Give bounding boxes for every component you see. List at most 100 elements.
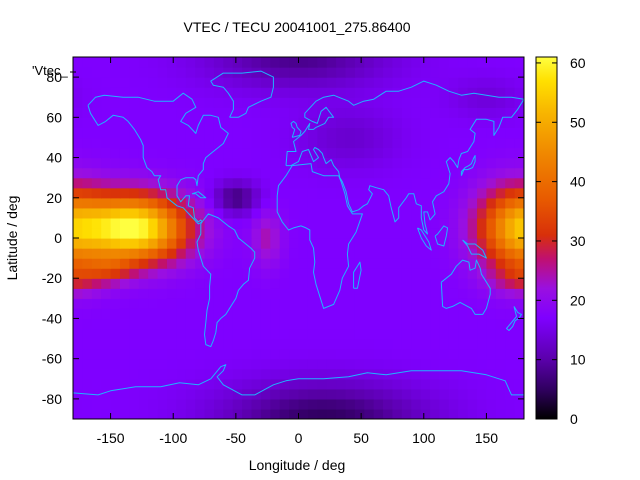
- heatmap-cell: [157, 197, 168, 209]
- heatmap-cell: [119, 298, 130, 309]
- heatmap-cell: [148, 87, 159, 98]
- heatmap-cell: [505, 227, 516, 239]
- heatmap-cell: [176, 368, 187, 380]
- heatmap-cell: [345, 278, 356, 289]
- heatmap-cell: [477, 57, 488, 68]
- heatmap-cell: [251, 97, 262, 108]
- heatmap-cell: [138, 177, 149, 189]
- heatmap-cell: [157, 87, 168, 98]
- heatmap-cell: [270, 298, 281, 309]
- heatmap-cell: [505, 308, 516, 320]
- heatmap-cell: [119, 127, 130, 139]
- heatmap-cell: [420, 268, 431, 279]
- heatmap-cell: [213, 348, 224, 360]
- heatmap-cell: [166, 398, 177, 410]
- heatmap-cell: [270, 268, 281, 279]
- heatmap-cell: [185, 127, 196, 139]
- heatmap-cell: [458, 187, 469, 199]
- heatmap-cell: [185, 338, 196, 350]
- heatmap-cell: [119, 147, 130, 159]
- heatmap-cell: [401, 358, 412, 370]
- heatmap-cell: [477, 167, 488, 179]
- heatmap-cell: [495, 67, 506, 78]
- heatmap-cell: [129, 368, 140, 380]
- heatmap-cell: [439, 348, 450, 360]
- heatmap-cell: [326, 227, 337, 239]
- heatmap-cell: [495, 288, 506, 299]
- heatmap-cell: [392, 117, 403, 128]
- heatmap-cell: [383, 278, 394, 289]
- heatmap-cell: [383, 147, 394, 159]
- x-tick-label: 150: [475, 430, 499, 446]
- heatmap-cell: [467, 308, 478, 320]
- heatmap-cell: [101, 408, 112, 419]
- x-tick-label: -150: [97, 430, 125, 446]
- heatmap-cell: [336, 197, 347, 209]
- heatmap-cell: [260, 187, 271, 199]
- heatmap-cell: [119, 87, 130, 98]
- heatmap-cell: [166, 348, 177, 360]
- heatmap-cell: [204, 368, 215, 380]
- heatmap-cell: [411, 97, 422, 108]
- heatmap-cell: [336, 248, 347, 259]
- heatmap-cell: [195, 147, 206, 159]
- heatmap-cell: [213, 258, 224, 269]
- heatmap-cell: [138, 67, 149, 78]
- heatmap-cell: [411, 258, 422, 269]
- heatmap-cell: [129, 147, 140, 159]
- heatmap-cell: [185, 408, 196, 419]
- heatmap-cell: [514, 217, 524, 229]
- x-tick-label: -100: [159, 430, 187, 446]
- heatmap-cell: [204, 408, 215, 419]
- heatmap-cell: [82, 318, 93, 330]
- heatmap-cell: [354, 127, 365, 139]
- heatmap-cell: [289, 348, 300, 360]
- heatmap-cell: [514, 177, 524, 189]
- heatmap-cell: [439, 197, 450, 209]
- heatmap-cell: [138, 127, 149, 139]
- heatmap-cell: [242, 248, 253, 259]
- heatmap-cell: [430, 388, 441, 400]
- heatmap-cell: [279, 207, 290, 219]
- heatmap-cell: [307, 338, 318, 350]
- heatmap-cell: [430, 217, 441, 229]
- heatmap-cell: [514, 107, 524, 118]
- heatmap-cell: [91, 187, 102, 199]
- heatmap-cell: [195, 348, 206, 360]
- heatmap-cell: [260, 177, 271, 189]
- heatmap-cell: [260, 167, 271, 179]
- heatmap-cell: [119, 167, 130, 179]
- heatmap-cell: [176, 348, 187, 360]
- heatmap-cell: [185, 278, 196, 289]
- heatmap-cell: [101, 398, 112, 410]
- heatmap-cell: [383, 87, 394, 98]
- heatmap-cell: [279, 368, 290, 380]
- heatmap-cell: [223, 248, 234, 259]
- heatmap-cell: [270, 167, 281, 179]
- heatmap-cell: [176, 117, 187, 128]
- heatmap-cell: [138, 87, 149, 98]
- heatmap-cell: [383, 308, 394, 320]
- heatmap-cell: [101, 57, 112, 68]
- heatmap-cell: [176, 288, 187, 299]
- heatmap-cell: [279, 308, 290, 320]
- heatmap-cell: [505, 398, 516, 410]
- heatmap-cell: [157, 358, 168, 370]
- heatmap-cell: [110, 258, 121, 269]
- y-tick-label: 40: [46, 150, 62, 166]
- heatmap-cell: [439, 97, 450, 108]
- heatmap-cell: [392, 248, 403, 259]
- heatmap-cell: [486, 67, 497, 78]
- heatmap-cell: [176, 268, 187, 279]
- heatmap-cell: [458, 378, 469, 390]
- heatmap-cell: [213, 217, 224, 229]
- heatmap-cell: [458, 227, 469, 239]
- heatmap-cell: [420, 167, 431, 179]
- heatmap-cell: [195, 97, 206, 108]
- heatmap-cell: [148, 67, 159, 78]
- heatmap-cell: [392, 338, 403, 350]
- heatmap-cell: [401, 398, 412, 410]
- heatmap-cell: [514, 408, 524, 419]
- heatmap-cell: [345, 177, 356, 189]
- heatmap-cell: [486, 408, 497, 419]
